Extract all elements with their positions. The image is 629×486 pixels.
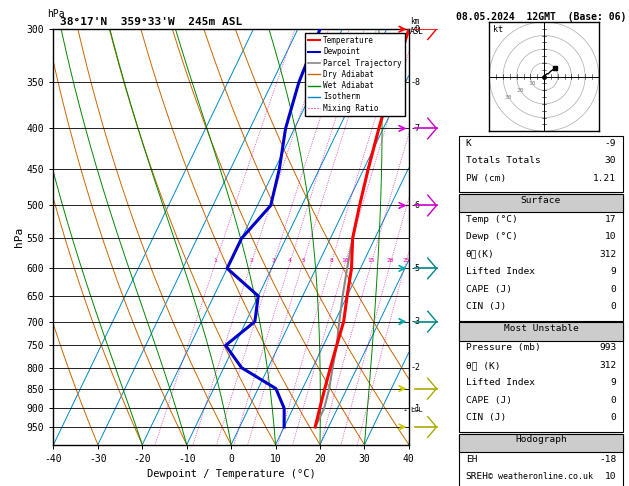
Text: Totals Totals: Totals Totals bbox=[465, 156, 540, 165]
Text: 38°17'N  359°33'W  245m ASL: 38°17'N 359°33'W 245m ASL bbox=[60, 17, 242, 27]
Text: -18: -18 bbox=[599, 454, 616, 464]
Text: -6: -6 bbox=[410, 201, 420, 210]
Text: 08.05.2024  12GMT  (Base: 06): 08.05.2024 12GMT (Base: 06) bbox=[456, 12, 626, 22]
Text: Most Unstable: Most Unstable bbox=[504, 324, 578, 333]
Text: 9: 9 bbox=[610, 267, 616, 277]
Bar bbox=[459, 322, 623, 341]
Text: 4: 4 bbox=[288, 258, 292, 262]
Text: km
ASL: km ASL bbox=[410, 17, 424, 36]
Text: 5: 5 bbox=[301, 258, 305, 262]
Text: 10: 10 bbox=[342, 258, 349, 262]
Text: hPa: hPa bbox=[47, 9, 65, 19]
Text: 10: 10 bbox=[528, 81, 536, 86]
Text: 3: 3 bbox=[272, 258, 276, 262]
Text: θᴛ(K): θᴛ(K) bbox=[465, 250, 494, 259]
Text: 312: 312 bbox=[599, 250, 616, 259]
Text: 17: 17 bbox=[604, 215, 616, 224]
Text: Dewp (°C): Dewp (°C) bbox=[465, 232, 518, 242]
Text: Temp (°C): Temp (°C) bbox=[465, 215, 518, 224]
Text: -7: -7 bbox=[410, 124, 420, 133]
Text: 312: 312 bbox=[599, 361, 616, 370]
Text: -5: -5 bbox=[410, 264, 420, 273]
Text: 0: 0 bbox=[610, 302, 616, 312]
Text: 0: 0 bbox=[610, 285, 616, 294]
Text: -9: -9 bbox=[604, 139, 616, 148]
Text: 20: 20 bbox=[516, 87, 524, 93]
Text: θᴛ (K): θᴛ (K) bbox=[465, 361, 500, 370]
Bar bbox=[459, 322, 623, 432]
Text: CIN (J): CIN (J) bbox=[465, 302, 506, 312]
Text: 2: 2 bbox=[250, 258, 253, 262]
Text: 9: 9 bbox=[610, 379, 616, 387]
X-axis label: Dewpoint / Temperature (°C): Dewpoint / Temperature (°C) bbox=[147, 469, 316, 479]
Text: 1.21: 1.21 bbox=[593, 174, 616, 183]
Text: -2: -2 bbox=[410, 363, 420, 372]
Text: 20: 20 bbox=[387, 258, 394, 262]
Text: EH: EH bbox=[465, 454, 477, 464]
Text: Pressure (mb): Pressure (mb) bbox=[465, 344, 540, 352]
Text: 15: 15 bbox=[368, 258, 376, 262]
Bar bbox=[459, 136, 623, 192]
Text: -3: -3 bbox=[410, 317, 420, 326]
Text: K: K bbox=[465, 139, 472, 148]
Bar bbox=[459, 194, 623, 321]
Text: CAPE (J): CAPE (J) bbox=[465, 285, 512, 294]
Text: 10: 10 bbox=[604, 232, 616, 242]
Text: -9: -9 bbox=[410, 25, 420, 34]
Text: Hodograph: Hodograph bbox=[515, 435, 567, 444]
Text: CAPE (J): CAPE (J) bbox=[465, 396, 512, 405]
Text: Lifted Index: Lifted Index bbox=[465, 379, 535, 387]
Bar bbox=[459, 434, 623, 452]
Text: SREH: SREH bbox=[465, 472, 489, 481]
Text: 30: 30 bbox=[505, 95, 513, 100]
Text: Lifted Index: Lifted Index bbox=[465, 267, 535, 277]
Text: 0: 0 bbox=[610, 396, 616, 405]
Legend: Temperature, Dewpoint, Parcel Trajectory, Dry Adiabat, Wet Adiabat, Isotherm, Mi: Temperature, Dewpoint, Parcel Trajectory… bbox=[305, 33, 405, 116]
Bar bbox=[459, 194, 623, 212]
Text: 8: 8 bbox=[330, 258, 333, 262]
Text: PW (cm): PW (cm) bbox=[465, 174, 506, 183]
Text: 10: 10 bbox=[604, 472, 616, 481]
Text: kt: kt bbox=[493, 25, 503, 34]
Text: 993: 993 bbox=[599, 344, 616, 352]
Text: 1: 1 bbox=[214, 258, 218, 262]
Text: LCL: LCL bbox=[410, 407, 423, 413]
Text: -8: -8 bbox=[410, 78, 420, 87]
Bar bbox=[459, 434, 623, 486]
Text: 0: 0 bbox=[610, 414, 616, 422]
Text: CIN (J): CIN (J) bbox=[465, 414, 506, 422]
Text: Surface: Surface bbox=[521, 196, 561, 205]
Text: 25: 25 bbox=[402, 258, 409, 262]
Y-axis label: hPa: hPa bbox=[14, 227, 24, 247]
Text: -1: -1 bbox=[410, 404, 420, 413]
Text: © weatheronline.co.uk: © weatheronline.co.uk bbox=[489, 472, 593, 481]
Text: 30: 30 bbox=[604, 156, 616, 165]
